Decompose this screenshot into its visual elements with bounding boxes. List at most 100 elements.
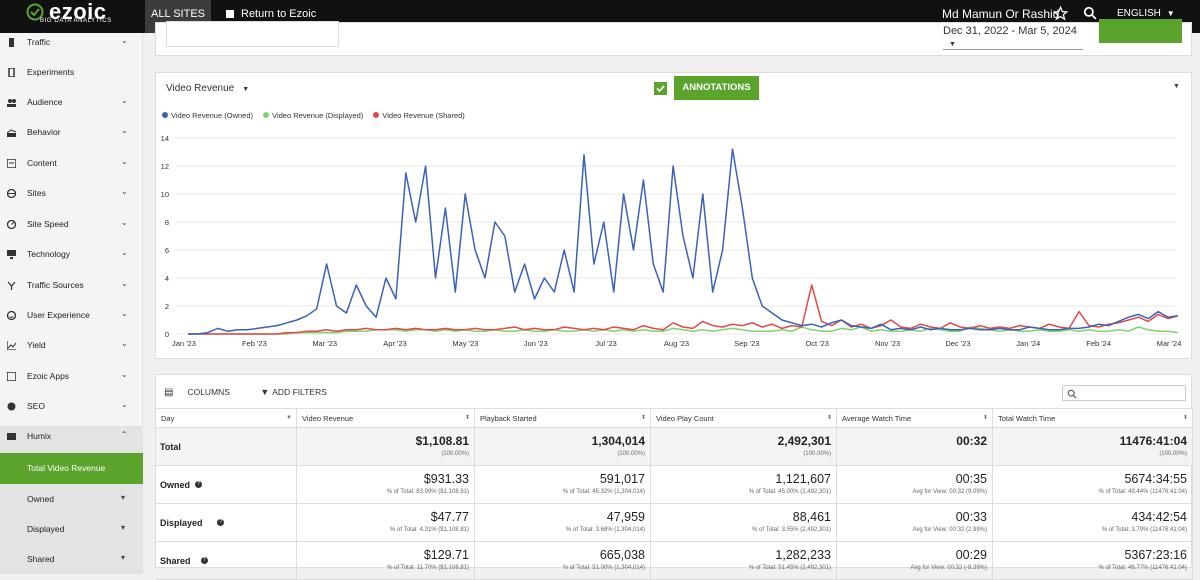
header-total-watch-time[interactable]: Total Watch Time ⬍ xyxy=(993,409,1193,429)
sidebar-item-seo[interactable]: SEO ⌄ xyxy=(0,396,143,426)
header-day[interactable]: Day ▼ xyxy=(156,409,297,429)
x-tick-label: Jul '23 xyxy=(595,339,616,348)
row-label-cell: Owned? xyxy=(156,466,297,504)
sidebar-item-total-video-revenue[interactable]: Total Video Revenue xyxy=(0,453,143,484)
legend-item-displayed[interactable]: Video Revenue (Displayed) xyxy=(263,111,363,120)
sidebar-item-user-experience[interactable]: User Experience ⌄ xyxy=(0,305,143,335)
header-video-play-count[interactable]: Video Play Count ⬍ xyxy=(651,409,837,429)
cell-value: 434:42:54 xyxy=(1131,510,1187,524)
flask-icon xyxy=(7,67,16,78)
cell-subvalue: % of Total: 45.00% (2,492,301) xyxy=(748,489,831,495)
series-line-owned[interactable] xyxy=(188,148,1179,335)
ezoic-logo[interactable]: ezoic BIG DATA ANALYTICS xyxy=(0,0,145,33)
sidebar-item-owned[interactable]: Owned ▾ xyxy=(0,484,143,514)
sort-icon: ⬍ xyxy=(464,415,470,421)
cell-subvalue: % of Total: 51.45% (2,492,301) xyxy=(748,565,831,571)
cell-value: 5367:23:16 xyxy=(1124,548,1187,562)
table-row[interactable]: Total $1,108.81 (100.00%) 1,304,014 (100.00%… xyxy=(156,428,1193,466)
help-icon[interactable]: ? xyxy=(195,481,202,488)
legend-item-shared[interactable]: Video Revenue (Shared) xyxy=(373,111,465,120)
table-cell: 5674:34:55 % of Total: 49.44% (11476:41:0… xyxy=(993,466,1193,504)
cell-subvalue: % of Total: 4.31% ($1,108.81) xyxy=(390,527,469,533)
chevron-down-icon: ⌄ xyxy=(121,36,128,45)
cell-value: 00:35 xyxy=(955,472,987,486)
user-name[interactable]: Md Mamun Or Rashid xyxy=(942,7,1060,21)
columns-button[interactable]: ▤ COLUMNS xyxy=(164,387,244,398)
columns-label: COLUMNS xyxy=(187,387,230,397)
check-icon xyxy=(656,85,665,93)
sidebar-item-label: Technology xyxy=(27,249,71,259)
report-search-input[interactable] xyxy=(166,21,339,47)
language-selector[interactable]: ENGLISH ▼ xyxy=(1117,8,1175,19)
add-filters-button[interactable]: ▼ ADD FILTERS xyxy=(260,387,341,397)
sidebar-item-label: Experiments xyxy=(27,67,75,77)
legend-item-owned[interactable]: Video Revenue (Owned) xyxy=(162,111,253,120)
annotations-button[interactable]: ANNOTATIONS xyxy=(674,76,759,100)
metric-dropdown[interactable]: Video Revenue ▼ xyxy=(166,83,249,94)
series-line-shared[interactable] xyxy=(188,284,1179,335)
sidebar-item-experiments[interactable]: Experiments xyxy=(0,62,143,92)
header-playback-started[interactable]: Playback Started ⬍ xyxy=(475,409,651,429)
chart-legend: Video Revenue (Owned) Video Revenue (Dis… xyxy=(162,111,473,120)
table-cell: 00:33 Avg for View: 00:32 (2.99%) xyxy=(837,504,993,542)
chevron-down-icon: ⌄ xyxy=(121,157,128,166)
behavior-icon xyxy=(6,128,17,137)
sidebar-item-shared[interactable]: Shared ▾ xyxy=(0,544,143,574)
table-search-input[interactable] xyxy=(1062,385,1186,401)
cell-value: $47.77 xyxy=(430,510,469,524)
cell-value: $931.33 xyxy=(423,472,469,486)
sidebar-item-sites[interactable]: Sites ⌄ xyxy=(0,183,143,213)
sidebar-item-humix[interactable]: Humix ⌃ xyxy=(0,426,143,456)
x-tick-label: Dec '23 xyxy=(945,339,970,348)
date-range-picker[interactable]: Dec 31, 2022 - Mar 5, 2024 ▼ xyxy=(943,25,1083,50)
table-row[interactable]: Owned? $931.33 % of Total: 83.99% ($1,108.… xyxy=(156,466,1193,504)
sort-icon: ⬍ xyxy=(826,415,832,421)
sidebar-item-yield[interactable]: Yield ⌄ xyxy=(0,335,143,365)
table-cell: 00:35 Avg for View: 00:32 (9.09%) xyxy=(837,466,993,504)
caret-down-icon: ▾ xyxy=(121,493,126,502)
header-average-watch-time[interactable]: Average Watch Time ⬍ xyxy=(837,409,993,429)
legend-label: Video Revenue (Displayed) xyxy=(272,111,364,120)
chevron-down-icon: ⌄ xyxy=(121,126,128,135)
cell-value: 88,461 xyxy=(792,510,831,524)
sidebar-item-technology[interactable]: Technology ⌄ xyxy=(0,244,143,274)
chevron-down-icon: ▼ xyxy=(1166,9,1175,18)
logo-text: ezoic xyxy=(49,0,107,24)
return-to-ezoic-link[interactable]: Return to Ezoic xyxy=(226,8,316,20)
annotations-checkbox[interactable] xyxy=(654,82,667,95)
header-label: Total Watch Time xyxy=(998,414,1056,423)
help-icon[interactable]: ? xyxy=(200,557,208,564)
run-report-button[interactable] xyxy=(1099,19,1182,43)
sidebar-item-ezoic-apps[interactable]: Ezoic Apps ⌄ xyxy=(0,366,143,396)
x-tick-label: Jan '23 xyxy=(172,339,196,348)
sidebar-item-traffic-sources[interactable]: Traffic Sources ⌄ xyxy=(0,275,143,305)
sidebar-item-label: Shared xyxy=(27,554,55,564)
sidebar-item-site-speed[interactable]: Site Speed ⌄ xyxy=(0,214,143,244)
table-cell: 1,304,014 (100.00%) xyxy=(475,428,651,466)
table-cell: 88,461 % of Total: 3.55% (2,492,301) xyxy=(651,504,837,542)
speed-icon xyxy=(6,219,17,230)
search-icon[interactable] xyxy=(1083,6,1097,20)
x-tick-label: May '23 xyxy=(452,339,478,348)
cell-value: 1,304,014 xyxy=(591,434,645,448)
date-range-value: Dec 31, 2022 - Mar 5, 2024 xyxy=(943,25,1077,37)
sidebar-item-displayed[interactable]: Displayed ▾ xyxy=(0,514,143,544)
table-row[interactable]: Shared? $129.71 % of Total: 11.70% ($1,108… xyxy=(156,542,1193,580)
table-cell: 47,959 % of Total: 3.68% (1,304,014) xyxy=(475,504,651,542)
cell-value: 5674:34:55 xyxy=(1124,472,1187,486)
sidebar-item-traffic[interactable]: Traffic ⌄ xyxy=(0,32,143,62)
header-video-revenue[interactable]: Video Revenue ⬍ xyxy=(297,409,475,429)
sidebar-item-audience[interactable]: Audience ⌄ xyxy=(0,92,143,122)
row-label: Total xyxy=(160,442,181,452)
x-tick-label: Oct '23 xyxy=(805,339,829,348)
table-row[interactable]: Displayed? $47.77 % of Total: 4.31% ($1,10… xyxy=(156,504,1193,542)
sidebar-item-content[interactable]: Content ⌄ xyxy=(0,153,143,183)
sidebar-item-behavior[interactable]: Behavior ⌄ xyxy=(0,122,143,152)
help-icon[interactable]: ? xyxy=(217,519,225,526)
sidebar-item-label: Humix xyxy=(27,431,52,441)
chart-collapse-icon[interactable]: ▼ xyxy=(1173,83,1180,90)
table-cell: 1,121,607 % of Total: 45.00% (2,492,301) xyxy=(651,466,837,504)
line-chart[interactable]: 0 2 4 6 8 10 12 14 Jan '23 Feb '23 Mar '23 Apr '23 M… xyxy=(156,128,1191,358)
star-icon[interactable] xyxy=(1053,6,1068,21)
sidebar-item-label: User Experience xyxy=(27,310,90,320)
